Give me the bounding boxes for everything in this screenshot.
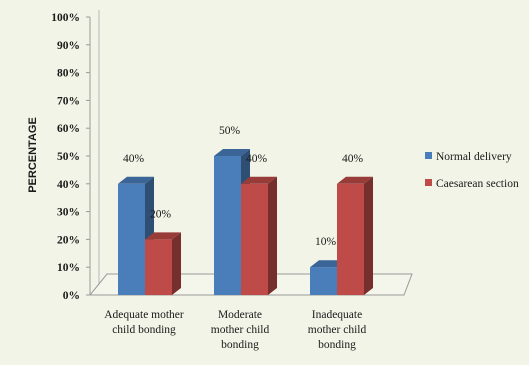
y-tick-label: 40% bbox=[57, 179, 80, 191]
y-tick-label: 100% bbox=[51, 12, 80, 24]
category-label-line: mother child bbox=[308, 324, 367, 336]
category-label-line: Inadequate bbox=[312, 309, 362, 321]
category-label-line: Adequate mother bbox=[104, 309, 184, 321]
bar bbox=[337, 183, 364, 295]
data-label: 10% bbox=[315, 236, 337, 248]
bar-top bbox=[214, 149, 250, 156]
legend-swatch bbox=[425, 179, 432, 186]
y-tick-label: 0% bbox=[63, 290, 80, 302]
bar-top bbox=[241, 176, 277, 184]
category-label: Adequate mother child bonding bbox=[104, 309, 184, 336]
data-label: 40% bbox=[123, 153, 145, 165]
bar-top bbox=[145, 232, 181, 240]
category-label-line: bonding bbox=[318, 339, 356, 351]
bar-top bbox=[118, 176, 154, 184]
category-label: Inadequate mother child bonding bbox=[308, 309, 367, 351]
y-tick-label: 10% bbox=[57, 262, 80, 274]
y-tick-label: 30% bbox=[57, 207, 80, 219]
category-label-line: child bonding bbox=[112, 324, 176, 336]
bar-side bbox=[172, 232, 181, 295]
y-tick-label: 80% bbox=[57, 68, 80, 80]
data-label: 40% bbox=[342, 153, 364, 165]
data-label: 20% bbox=[150, 208, 172, 220]
bar bbox=[241, 183, 268, 295]
legend-swatch bbox=[425, 152, 432, 159]
y-tick-label: 70% bbox=[57, 95, 80, 107]
side-wall bbox=[90, 10, 99, 295]
bar bbox=[145, 239, 172, 295]
bar-side bbox=[364, 176, 373, 295]
category-label: Moderate mother child bonding bbox=[211, 309, 270, 351]
y-tick-label: 50% bbox=[57, 151, 80, 163]
bar-top bbox=[337, 176, 373, 184]
y-tick-label: 90% bbox=[57, 40, 80, 52]
bar-side bbox=[268, 176, 277, 295]
y-tick-label: 20% bbox=[57, 234, 80, 246]
legend-label: Normal delivery bbox=[436, 151, 512, 163]
category-label-line: mother child bbox=[211, 324, 270, 336]
legend-label: Caesarean section bbox=[436, 178, 519, 190]
y-axis-label: PERCENTAGE bbox=[27, 117, 39, 193]
bar bbox=[214, 156, 241, 295]
category-label-line: Moderate bbox=[218, 309, 262, 321]
data-label: 50% bbox=[219, 125, 241, 137]
data-label: 40% bbox=[246, 153, 268, 165]
category-label-line: bonding bbox=[221, 339, 259, 351]
y-tick-label: 60% bbox=[57, 123, 80, 135]
bar bbox=[310, 267, 337, 295]
bar bbox=[118, 183, 145, 295]
